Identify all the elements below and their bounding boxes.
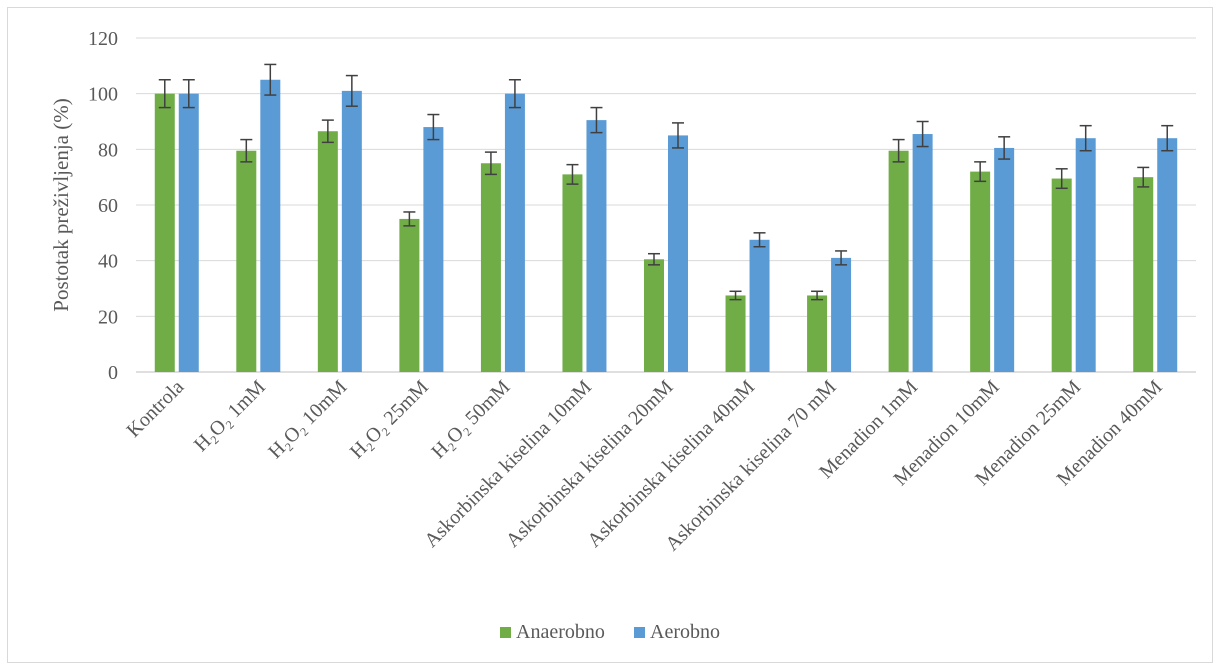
error-bar xyxy=(182,79,195,109)
error-bar xyxy=(1079,124,1092,152)
y-tick-label: 80 xyxy=(98,139,118,161)
legend-label: Anaerobno xyxy=(516,621,605,643)
legend-label: Aerobno xyxy=(650,621,720,643)
error-bar xyxy=(672,122,684,149)
x-tick-label: H₂O₂ 50mM xyxy=(427,376,514,463)
bar-aerobno xyxy=(831,257,852,372)
y-tick-label: 40 xyxy=(98,251,118,273)
bar-anaerobno xyxy=(562,174,583,372)
x-tick-label: H₂O₂ 10mM xyxy=(264,376,351,463)
x-tick-label: H₂O₂ 1mM xyxy=(190,376,270,456)
error-bar xyxy=(811,290,824,301)
x-tick-label: Askorbinska kiselina 70 mM xyxy=(661,376,841,556)
x-tick-label: Askorbinska kiselina 10mM xyxy=(420,376,596,552)
bar-aerobno xyxy=(749,239,770,372)
bar-anaerobno xyxy=(888,150,909,372)
y-tick-label: 20 xyxy=(98,306,118,328)
bar-anaerobno xyxy=(480,163,501,372)
bar-aerobno xyxy=(178,93,199,373)
bar-anaerobno xyxy=(236,150,257,372)
bar-aerobno xyxy=(1157,138,1178,372)
y-tick-label: 0 xyxy=(108,362,118,384)
y-tick-label: 60 xyxy=(98,195,118,217)
error-bar xyxy=(345,74,358,107)
error-bar xyxy=(566,163,579,185)
error-bar xyxy=(998,136,1011,160)
error-bar xyxy=(835,250,848,266)
legend-swatch xyxy=(634,627,645,638)
error-bar xyxy=(1161,124,1174,152)
bar-anaerobno xyxy=(1133,177,1154,372)
legend-item-aerobno: Aerobno xyxy=(634,621,720,643)
bar-aerobno xyxy=(504,93,525,373)
error-bar xyxy=(753,232,766,248)
x-tick-label: Askorbinska kiselina 40mM xyxy=(583,376,759,552)
error-bar xyxy=(1055,168,1068,190)
error-bar xyxy=(240,138,253,163)
bar-aerobno xyxy=(994,147,1015,372)
bar-aerobno xyxy=(260,79,281,372)
bar-aerobno xyxy=(341,90,362,372)
bar-anaerobno xyxy=(1051,178,1072,372)
error-bar xyxy=(403,211,416,227)
error-bar xyxy=(729,290,742,301)
error-bar xyxy=(321,119,334,144)
error-bar xyxy=(892,138,905,163)
bar-anaerobno xyxy=(807,295,828,372)
y-tick-label: 120 xyxy=(88,28,118,50)
legend: Anaerobno Aerobno xyxy=(500,621,720,643)
bar-anaerobno xyxy=(317,131,338,372)
legend-item-anaerobno: Anaerobno xyxy=(500,621,605,643)
error-bar xyxy=(264,63,277,96)
error-bar xyxy=(158,79,171,109)
legend-swatch xyxy=(500,627,511,638)
error-bar xyxy=(1137,166,1150,188)
bar-aerobno xyxy=(668,135,688,372)
bar-aerobno xyxy=(586,120,607,372)
error-bar xyxy=(916,120,929,148)
y-tick-label: 100 xyxy=(88,84,118,106)
bar-aerobno xyxy=(1075,138,1096,372)
x-tick-label: H₂O₂ 25mM xyxy=(346,376,433,463)
error-bar xyxy=(974,161,987,183)
bar-aerobno xyxy=(912,134,933,372)
x-tick-label: Kontrola xyxy=(122,376,188,442)
bar-anaerobno xyxy=(970,171,991,372)
bar-anaerobno xyxy=(154,93,175,373)
bar-anaerobno xyxy=(644,259,664,372)
error-bar xyxy=(590,106,603,134)
error-bar xyxy=(648,252,660,266)
bar-anaerobno xyxy=(725,295,746,372)
error-bar xyxy=(484,151,497,176)
error-bar xyxy=(508,79,521,109)
error-bar xyxy=(427,113,440,141)
bar-aerobno xyxy=(423,127,444,372)
y-axis-title: Postotak preživljenja (%) xyxy=(49,98,73,311)
x-tick-label: Askorbinska kiselina 20mM xyxy=(502,376,678,552)
bar-anaerobno xyxy=(399,218,420,372)
